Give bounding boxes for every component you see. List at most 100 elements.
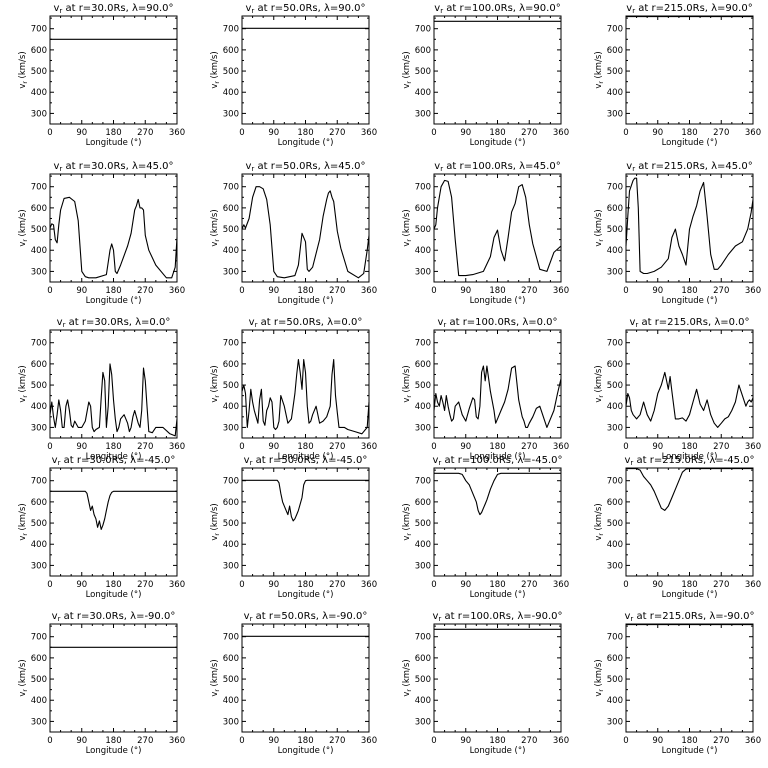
y-tick-label: 600 bbox=[607, 498, 623, 508]
x-tick-label: 270 bbox=[713, 286, 729, 296]
x-tick-label: 360 bbox=[361, 736, 377, 746]
x-tick-label: 180 bbox=[297, 128, 313, 138]
x-tick-label: 270 bbox=[329, 128, 345, 138]
panel-title: vr at r=50.0Rs, λ=45.0° bbox=[245, 161, 365, 173]
y-tick-label: 400 bbox=[223, 246, 239, 256]
x-axis-label: Longitude (°) bbox=[278, 590, 334, 600]
x-tick-label: 270 bbox=[137, 442, 153, 452]
y-tick-label: 700 bbox=[223, 25, 239, 35]
panel: vr at r=100.0Rs, λ=90.0° 0 90 180 270 360 300 4… bbox=[402, 3, 569, 148]
x-axis-label: Longitude (°) bbox=[662, 452, 718, 462]
x-tick-label: 180 bbox=[297, 442, 313, 452]
y-tick-label: 500 bbox=[607, 675, 623, 685]
y-tick-label: 300 bbox=[607, 267, 623, 277]
y-tick-label: 300 bbox=[607, 717, 623, 727]
panel-title: vr at r=215.0Rs, λ=45.0° bbox=[626, 161, 752, 173]
plot-frame bbox=[49, 329, 178, 439]
x-tick-label: 0 bbox=[239, 128, 244, 138]
y-tick-label: 600 bbox=[223, 46, 239, 56]
x-tick-label: 180 bbox=[489, 442, 505, 452]
x-tick-label: 90 bbox=[268, 580, 279, 590]
plot-frame bbox=[49, 15, 178, 125]
y-tick-label: 500 bbox=[607, 67, 623, 77]
y-axis-label: vr (km/s) bbox=[210, 503, 221, 540]
panel: vr at r=100.0Rs, λ=-90.0° 0 90 180 270 360 300… bbox=[402, 611, 569, 756]
x-tick-label: 270 bbox=[137, 128, 153, 138]
x-tick-label: 180 bbox=[105, 736, 121, 746]
panel: vr at r=215.0Rs, λ=-45.0° 0 90 180 270 360 300… bbox=[594, 455, 761, 600]
x-tick-label: 270 bbox=[521, 442, 537, 452]
y-tick-label: 300 bbox=[223, 109, 239, 119]
y-tick-label: 600 bbox=[223, 654, 239, 664]
y-tick-label: 700 bbox=[415, 183, 431, 193]
x-tick-label: 180 bbox=[297, 580, 313, 590]
y-tick-label: 600 bbox=[223, 360, 239, 370]
plot-frame bbox=[433, 467, 562, 577]
y-tick-label: 400 bbox=[223, 696, 239, 706]
x-tick-label: 180 bbox=[681, 128, 697, 138]
y-tick-label: 600 bbox=[31, 360, 47, 370]
y-tick-label: 700 bbox=[223, 633, 239, 643]
x-axis-label: Longitude (°) bbox=[86, 138, 142, 148]
x-tick-label: 270 bbox=[329, 286, 345, 296]
panel: vr at r=215.0Rs, λ=45.0° 0 90 180 270 360 300 4… bbox=[594, 161, 761, 306]
y-axis-label: vr (km/s) bbox=[210, 659, 221, 696]
panel: vr at r=215.0Rs, λ=0.0° 0 90 180 270 360 300 40… bbox=[594, 317, 761, 462]
panel: vr at r=215.0Rs, λ=-90.0° 0 90 180 270 360 300… bbox=[594, 611, 761, 756]
x-tick-label: 0 bbox=[47, 128, 52, 138]
panel: vr at r=100.0Rs, λ=45.0° 0 90 180 270 360 300 4… bbox=[402, 161, 569, 306]
y-tick-label: 600 bbox=[415, 654, 431, 664]
y-axis-label: vr (km/s) bbox=[402, 659, 413, 696]
plot-frame bbox=[433, 623, 562, 733]
x-axis-label: Longitude (°) bbox=[662, 138, 718, 148]
panel-title: vr at r=50.0Rs, λ=90.0° bbox=[245, 3, 365, 15]
plot-frame bbox=[625, 623, 754, 733]
y-tick-label: 700 bbox=[607, 25, 623, 35]
y-tick-label: 400 bbox=[607, 402, 623, 412]
x-tick-label: 360 bbox=[169, 442, 185, 452]
panel-title: vr at r=50.0Rs, λ=-90.0° bbox=[244, 611, 368, 623]
series-line bbox=[241, 186, 370, 279]
plot-frame bbox=[625, 329, 754, 439]
x-tick-label: 270 bbox=[713, 580, 729, 590]
y-axis-label: vr (km/s) bbox=[18, 365, 29, 402]
y-axis-label: vr (km/s) bbox=[18, 209, 29, 246]
x-axis-label: Longitude (°) bbox=[470, 746, 526, 756]
y-axis-label: vr (km/s) bbox=[594, 209, 605, 246]
x-tick-label: 180 bbox=[489, 580, 505, 590]
y-tick-label: 400 bbox=[31, 88, 47, 98]
y-axis-label: vr (km/s) bbox=[402, 365, 413, 402]
x-tick-label: 270 bbox=[137, 580, 153, 590]
x-axis-label: Longitude (°) bbox=[470, 296, 526, 306]
series-line bbox=[625, 177, 754, 275]
y-tick-label: 400 bbox=[31, 696, 47, 706]
y-tick-label: 400 bbox=[415, 540, 431, 550]
series-line bbox=[625, 371, 754, 428]
y-tick-label: 400 bbox=[31, 540, 47, 550]
x-tick-label: 270 bbox=[521, 736, 537, 746]
plot-frame bbox=[49, 467, 178, 577]
x-axis-label: Longitude (°) bbox=[662, 590, 718, 600]
x-tick-label: 90 bbox=[460, 442, 471, 452]
y-tick-label: 600 bbox=[415, 46, 431, 56]
y-tick-label: 300 bbox=[31, 423, 47, 433]
y-tick-label: 700 bbox=[31, 25, 47, 35]
x-tick-label: 180 bbox=[105, 580, 121, 590]
x-tick-label: 360 bbox=[553, 286, 569, 296]
x-tick-label: 360 bbox=[745, 736, 761, 746]
plot-frame bbox=[241, 329, 370, 439]
x-tick-label: 0 bbox=[623, 128, 628, 138]
y-tick-label: 700 bbox=[607, 477, 623, 487]
panel: vr at r=50.0Rs, λ=0.0° 0 90 180 270 360 300 400… bbox=[210, 317, 377, 462]
x-tick-label: 0 bbox=[47, 736, 52, 746]
y-tick-label: 700 bbox=[31, 633, 47, 643]
y-axis-label: vr (km/s) bbox=[18, 659, 29, 696]
y-tick-label: 300 bbox=[607, 109, 623, 119]
y-tick-label: 300 bbox=[607, 423, 623, 433]
x-tick-label: 90 bbox=[652, 580, 663, 590]
y-axis-label: vr (km/s) bbox=[18, 51, 29, 88]
y-tick-label: 600 bbox=[607, 46, 623, 56]
y-tick-label: 700 bbox=[415, 477, 431, 487]
panel-title: vr at r=30.0Rs, λ=-45.0° bbox=[52, 455, 176, 467]
